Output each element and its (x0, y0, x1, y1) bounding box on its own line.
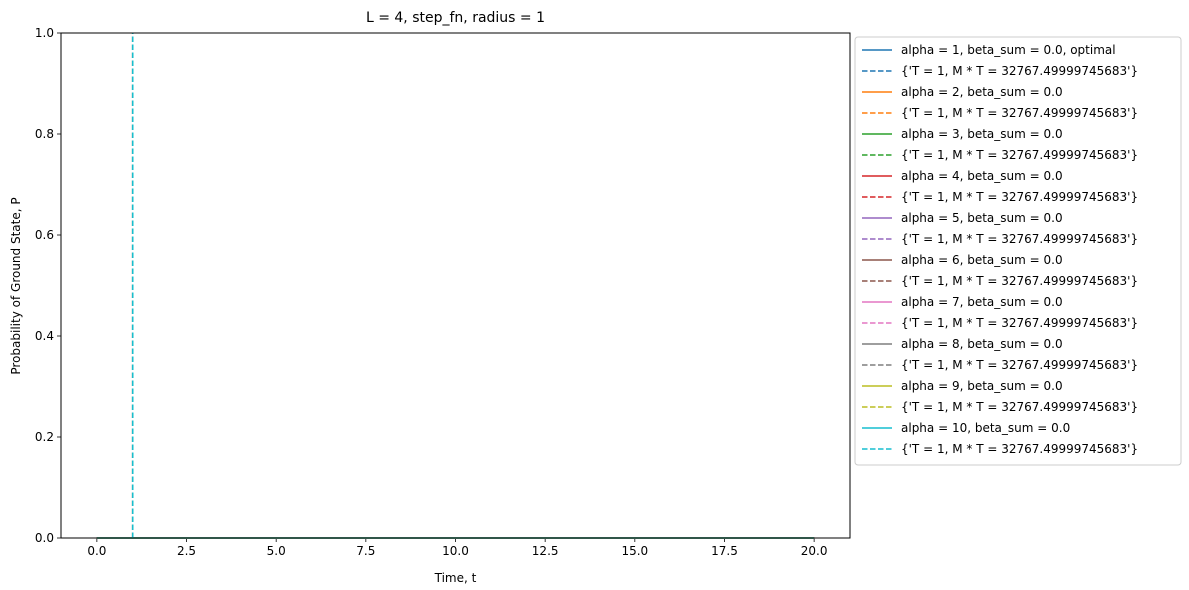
legend-entry-label: alpha = 3, beta_sum = 0.0 (901, 127, 1063, 141)
legend: alpha = 1, beta_sum = 0.0, optimal {'T = … (854, 36, 1182, 466)
legend-entry-label: alpha = 7, beta_sum = 0.0 (901, 295, 1063, 309)
legend-entry-label: {'T = 1, M * T = 32767.49999745683'} (901, 148, 1138, 162)
x-tick-label: 7.5 (356, 544, 375, 558)
y-tick-label: 0.2 (35, 430, 54, 444)
y-axis-ticks: 0.0 0.2 0.4 0.6 0.8 1.0 (35, 26, 61, 545)
legend-entry-label: {'T = 1, M * T = 32767.49999745683'} (901, 274, 1138, 288)
legend-entry-label: alpha = 10, beta_sum = 0.0 (901, 421, 1070, 435)
legend-entry-label: {'T = 1, M * T = 32767.49999745683'} (901, 64, 1138, 78)
x-tick-label: 0.0 (87, 544, 106, 558)
y-tick-label: 0.0 (35, 531, 54, 545)
y-axis-label: Probability of Ground State, P (9, 197, 23, 374)
legend-entry-label: {'T = 1, M * T = 32767.49999745683'} (901, 442, 1138, 456)
y-tick-label: 0.8 (35, 127, 54, 141)
y-tick-label: 0.4 (35, 329, 54, 343)
legend-entry-label: {'T = 1, M * T = 32767.49999745683'} (901, 106, 1138, 120)
legend-entry-label: {'T = 1, M * T = 32767.49999745683'} (901, 232, 1138, 246)
x-tick-label: 17.5 (711, 544, 738, 558)
legend-entry-label: {'T = 1, M * T = 32767.49999745683'} (901, 316, 1138, 330)
legend-entry-label: alpha = 2, beta_sum = 0.0 (901, 85, 1063, 99)
x-tick-label: 12.5 (532, 544, 559, 558)
legend-box (854, 36, 1182, 466)
x-tick-label: 5.0 (267, 544, 286, 558)
y-tick-label: 1.0 (35, 26, 54, 40)
legend-entry-label: alpha = 1, beta_sum = 0.0, optimal (901, 43, 1116, 57)
legend-entry-label: {'T = 1, M * T = 32767.49999745683'} (901, 358, 1138, 372)
x-tick-label: 20.0 (801, 544, 828, 558)
x-tick-label: 2.5 (177, 544, 196, 558)
y-tick-label: 0.6 (35, 228, 54, 242)
x-axis-ticks: 0.0 2.5 5.0 7.5 10.0 12.5 15.0 17.5 20.0 (87, 538, 827, 558)
plot-area-frame (60, 32, 851, 539)
legend-entry-label: alpha = 8, beta_sum = 0.0 (901, 337, 1063, 351)
legend-entry-label: alpha = 9, beta_sum = 0.0 (901, 379, 1063, 393)
legend-entry-label: alpha = 6, beta_sum = 0.0 (901, 253, 1063, 267)
x-tick-label: 15.0 (621, 544, 648, 558)
x-tick-label: 10.0 (442, 544, 469, 558)
chart-title: L = 4, step_fn, radius = 1 (366, 10, 545, 26)
x-axis-label: Time, t (434, 571, 477, 585)
legend-entry-label: {'T = 1, M * T = 32767.49999745683'} (901, 400, 1138, 414)
legend-entry-label: alpha = 5, beta_sum = 0.0 (901, 211, 1063, 225)
legend-entry-label: {'T = 1, M * T = 32767.49999745683'} (901, 190, 1138, 204)
legend-entry-label: alpha = 4, beta_sum = 0.0 (901, 169, 1063, 183)
